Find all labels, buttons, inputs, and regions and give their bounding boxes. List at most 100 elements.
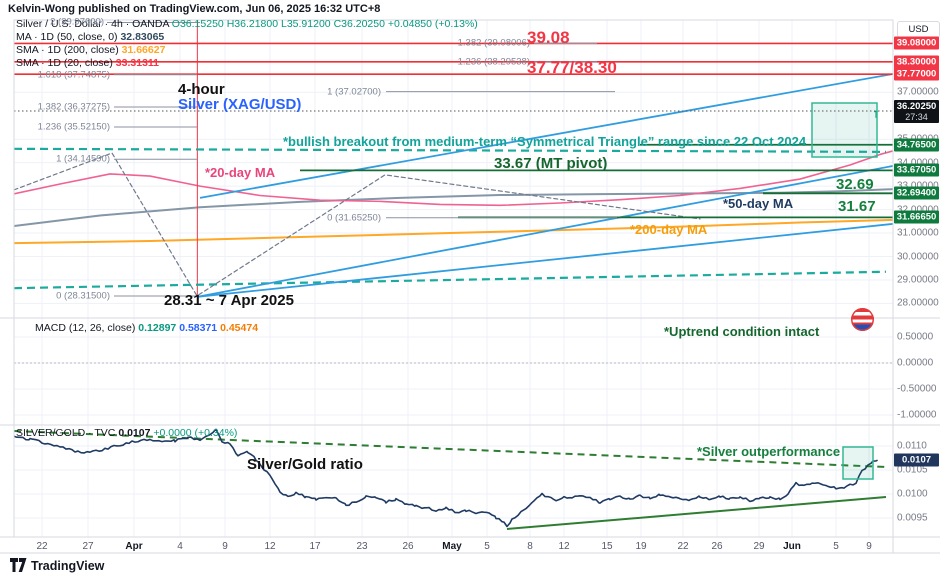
macd-axis-label: 0.50000 xyxy=(897,331,934,343)
annotation-symbol-name: Silver (XAG/USD) xyxy=(178,96,302,113)
tradingview-logo[interactable]: TradingView xyxy=(10,558,104,573)
fib-level-label: 1.236 (38.29538) xyxy=(457,56,530,68)
ratio-value: 0.0107 xyxy=(118,427,151,439)
fib-level-label: 1 (37.02700) xyxy=(327,86,381,98)
price-axis-label: 29.00000 xyxy=(897,274,939,286)
annotation-res-37-77-38-30: 37.77/38.30 xyxy=(527,58,617,77)
support-price-tag: 31.66650 xyxy=(894,210,939,224)
annotation-mt-pivot: 33.67 (MT pivot) xyxy=(494,155,608,172)
fib-level-label: 1.382 (36.37275) xyxy=(37,101,110,113)
annotation-sup-32-69: 32.69 xyxy=(836,176,874,193)
macd-label: MACD (12, 26, close) xyxy=(35,322,136,334)
published-chart-avatar-icon[interactable] xyxy=(851,308,874,331)
fib-level-label: 1.236 (35.52150) xyxy=(37,121,110,133)
silver-gold-ratio-panel xyxy=(14,428,887,530)
annotation-ma200-note: *200-day MA xyxy=(630,222,708,237)
ratio-axis-label: 0.0105 xyxy=(897,464,928,476)
time-axis-label: 22 xyxy=(36,541,48,552)
annotation-sup-31-67: 31.67 xyxy=(838,198,876,215)
current-price-tag: 36.20250 27:34 xyxy=(894,99,939,123)
annotation-low-note: 28.31 ~ 7 Apr 2025 xyxy=(164,292,294,309)
sma20-label: SMA · 1D (20, close) xyxy=(16,57,113,69)
annotation-timeframe: 4-hour xyxy=(178,81,225,98)
annotation-macd-note: *Uptrend condition intact xyxy=(664,324,820,339)
panel-frame xyxy=(0,19,940,554)
time-axis-label: 15 xyxy=(601,541,613,552)
ratio-axis-label: 0.0110 xyxy=(897,440,927,452)
price-axis-label: 28.00000 xyxy=(897,297,939,309)
support-price-tag: 33.67050 xyxy=(894,163,939,177)
time-axis-label: 9 xyxy=(866,541,872,552)
macd-hist-value: 0.12897 xyxy=(138,322,177,334)
support-price-tag: 34.76500 xyxy=(894,138,939,152)
price-axis-label: 30.00000 xyxy=(897,251,939,262)
time-axis-label: 5 xyxy=(484,541,490,552)
price-axis-label: 34.00000 xyxy=(897,157,939,169)
time-axis-label: 23 xyxy=(356,541,368,552)
ohlc-low: L35.91200 xyxy=(281,18,331,30)
currency-toggle-button[interactable]: USD xyxy=(897,21,940,38)
ratio-axis-label: 0.0095 xyxy=(897,512,928,524)
ratio-legend[interactable]: SILVER/GOLD · TVC 0.0107 +0.0000 (+0.34%… xyxy=(16,427,237,439)
candles-series xyxy=(196,20,878,297)
resistance-price-tag: 37.77000 xyxy=(894,67,939,81)
sma200-label: SMA · 1D (200, close) xyxy=(16,44,119,56)
price-axis-label: 31.00000 xyxy=(897,227,939,239)
change-value: +0.04850 (+0.13%) xyxy=(387,18,478,30)
time-axis-label: 29 xyxy=(753,541,765,552)
time-axis-label: 17 xyxy=(309,541,321,552)
ratio-change: +0.0000 (+0.34%) xyxy=(153,427,238,439)
time-axis-label: 12 xyxy=(558,541,570,552)
fib-level-label: 1.618 (37.74875) xyxy=(37,69,110,81)
time-axis-label: 26 xyxy=(711,541,723,552)
price-axis-label: 37.00000 xyxy=(897,86,939,98)
time-axis-label: 22 xyxy=(677,541,689,552)
macd-line-value: 0.58371 xyxy=(179,322,218,334)
ohlc-close: C36.20250 xyxy=(333,18,385,30)
ohlc-open: O36.15250 xyxy=(171,18,224,30)
ratio-current-price-tag: 0.0107 xyxy=(894,453,939,467)
ratio-symbol: SILVER/GOLD · TVC xyxy=(16,427,116,439)
ma50-value: 32.83065 xyxy=(120,31,165,43)
time-axis-label: 26 xyxy=(402,541,414,552)
time-axis-label: 5 xyxy=(833,541,839,552)
ratio-axis-label: 0.0100 xyxy=(897,488,928,500)
annotation-res-39-08: 39.08 xyxy=(527,28,570,47)
time-axis-label: May xyxy=(442,541,462,552)
time-axis-label: 4 xyxy=(177,541,183,552)
time-axis-label: Jun xyxy=(783,541,801,552)
time-axis-label: 12 xyxy=(264,541,276,552)
time-axis-label: 8 xyxy=(527,541,533,552)
support-price-tag: 32.69400 xyxy=(894,186,939,200)
byline: Kelvin-Wong published on TradingView.com… xyxy=(8,3,381,15)
fib-level-label: 0 (28.31500) xyxy=(56,290,110,302)
fib-level-label: 0 (31.65250) xyxy=(327,212,381,224)
time-axis-label: 27 xyxy=(82,541,94,552)
main-legend[interactable]: Silver / U.S. Dollar · 4h · OANDA O36.15… xyxy=(16,18,478,70)
annotation-ma20-note: *20-day MA xyxy=(205,165,276,180)
annotation-ratio-note: *Silver outperformance xyxy=(697,444,841,459)
ohlc-high: H36.21800 xyxy=(226,18,279,30)
time-axis-label: 19 xyxy=(635,541,647,552)
fib-level-label: 1.382 (39.08006) xyxy=(457,37,530,49)
sma200-value: 31.66627 xyxy=(121,44,166,56)
main-price-panel xyxy=(14,20,893,298)
fib-level-label: 2 (39.97600) xyxy=(50,16,104,28)
resistance-price-tag: 39.08000 xyxy=(894,36,939,50)
tradingview-logo-icon xyxy=(10,558,27,572)
annotation-breakout-note: *bullish breakout from medium-term “Symm… xyxy=(283,134,807,149)
sma20-value: 33.31311 xyxy=(115,57,160,69)
macd-legend[interactable]: MACD (12, 26, close) 0.12897 0.58371 0.4… xyxy=(35,322,258,334)
price-axis-label: 33.00000 xyxy=(897,181,939,192)
time-axis-label: Apr xyxy=(125,541,143,552)
macd-axis-label: -0.50000 xyxy=(897,383,937,395)
macd-axis-label: 0.00000 xyxy=(897,357,934,369)
tradingview-logo-text: TradingView xyxy=(31,558,105,573)
time-axis-label: 9 xyxy=(222,541,228,552)
resistance-price-tag: 38.30000 xyxy=(894,55,939,69)
macd-axis-label: -1.00000 xyxy=(897,409,937,421)
annotation-ma50-note: *50-day MA xyxy=(723,196,794,211)
annotation-ratio-title: Silver/Gold ratio xyxy=(247,456,363,473)
